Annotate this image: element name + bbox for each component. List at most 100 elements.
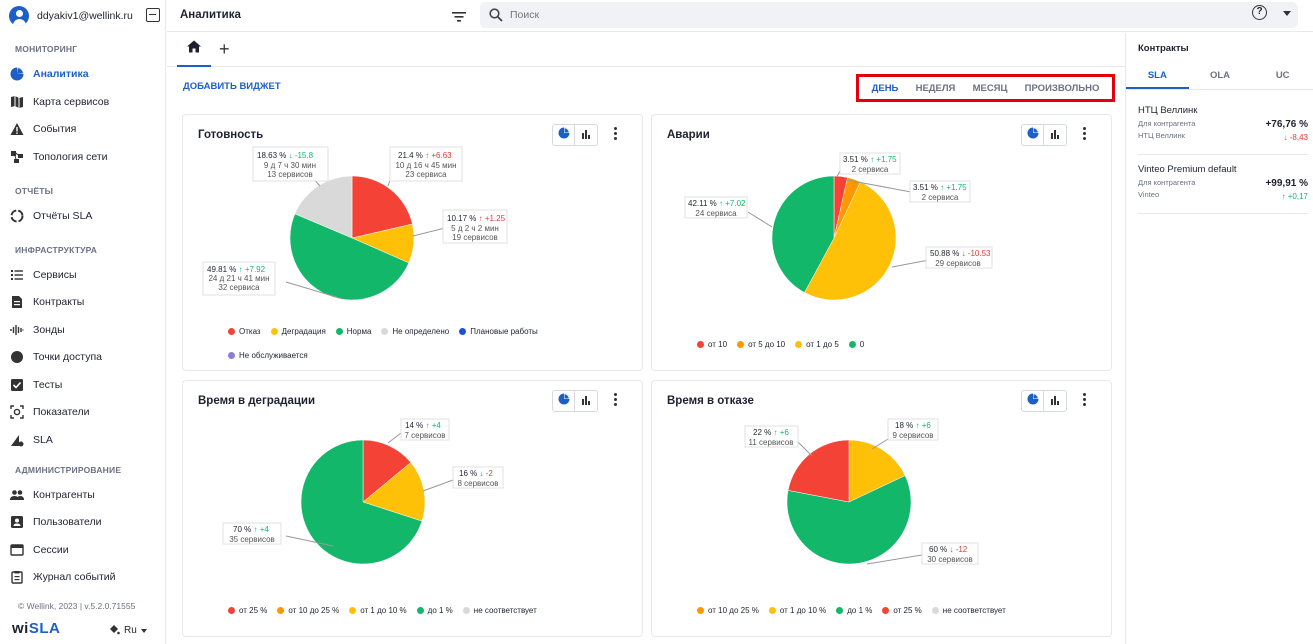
legend-item[interactable]: от 10 (697, 337, 727, 351)
more-menu-icon[interactable] (614, 393, 617, 407)
failure-chart-svg: 22 % ↑ +6 11 сервисов 18 % ↑ +6 9 сервис… (744, 418, 979, 565)
sidebar-item-sla-reports[interactable]: Отчёты SLA (10, 205, 160, 227)
more-menu-icon[interactable] (1083, 127, 1086, 141)
legend-label: до 1 % (427, 605, 453, 615)
legend-label: от 1 до 10 % (360, 605, 407, 615)
sidebar-item-metrics[interactable]: Показатели (10, 401, 160, 423)
sidebar-item-services[interactable]: Сервисы (10, 264, 160, 286)
legend-item[interactable]: Не определено (381, 324, 449, 338)
sidebar-item-topology[interactable]: Топология сети (10, 146, 160, 168)
sidebar-item-analytics[interactable]: Аналитика (10, 63, 160, 85)
pie-chart-toggle[interactable] (1021, 390, 1044, 412)
bar-chart-toggle[interactable] (1044, 124, 1067, 146)
legend-item[interactable]: от 25 % (228, 603, 267, 617)
legend-item[interactable]: от 1 до 5 (795, 337, 839, 351)
pie-slice-от 25 %[interactable] (362, 439, 412, 503)
legend-item[interactable]: от 5 до 10 (737, 337, 785, 351)
pie-chart-toggle[interactable] (552, 390, 575, 412)
sidebar-item-events[interactable]: События (10, 118, 160, 140)
sidebar-item-label: Сессии (33, 544, 69, 556)
contract-item[interactable]: НТЦ Веллинк Для контрагента НТЦ Веллинк … (1138, 105, 1308, 155)
pie-slice-до 1 %[interactable] (786, 475, 912, 565)
add-tab-icon[interactable]: + (219, 39, 230, 59)
bar-chart-toggle[interactable] (1044, 390, 1067, 412)
legend-item[interactable]: от 10 до 25 % (277, 603, 339, 617)
widget-title: Время в деградации (198, 395, 316, 407)
legend-item[interactable]: не соответствует (462, 603, 537, 617)
tab-sla[interactable]: SLA (1126, 63, 1189, 89)
tab-ola[interactable]: OLA (1209, 70, 1231, 81)
sidebar-item-tests[interactable]: Тесты (10, 374, 160, 396)
legend-item[interactable]: Норма (335, 324, 371, 338)
period-month[interactable]: МЕСЯЦ (972, 82, 1008, 94)
period-custom[interactable]: ПРОИЗВОЛЬНО (1024, 82, 1100, 94)
sidebar-item-counterparties[interactable]: Контрагенты (10, 484, 160, 506)
widget-title: Готовность (198, 129, 264, 141)
add-widget-button[interactable]: ДОБАВИТЬ ВИДЖЕТ (183, 81, 281, 92)
svg-text:18.63 % ↓ -15.8: 18.63 % ↓ -15.8 (257, 151, 314, 160)
search-input[interactable] (510, 9, 1210, 21)
legend-item[interactable]: до 1 % (836, 603, 872, 617)
logout-icon[interactable] (146, 8, 160, 22)
pie-slice-от 25 %[interactable] (787, 439, 850, 503)
language-label: Ru (124, 625, 137, 636)
legend-dot (697, 340, 704, 348)
pie-chart-icon (1027, 392, 1039, 410)
pie-chart-toggle[interactable] (1021, 124, 1044, 146)
sidebar-item-sla[interactable]: SLA (10, 429, 160, 451)
chevron-down-icon[interactable] (1283, 11, 1291, 16)
tab-home[interactable] (177, 33, 211, 67)
topbar: Аналитика ? (167, 0, 1313, 32)
more-menu-icon[interactable] (614, 127, 617, 141)
sidebar-item-service-map[interactable]: Карта сервисов (10, 91, 160, 113)
pie-chart-toggle[interactable] (552, 124, 575, 146)
legend-label: от 25 % (893, 605, 922, 615)
contract-item[interactable]: Vinteo Premium default Для контрагента V… (1138, 164, 1308, 214)
pie-slice-Отказ[interactable] (351, 175, 413, 239)
pie-slice-Норма[interactable] (289, 213, 410, 301)
sidebar-item-event-log[interactable]: Журнал событий (10, 566, 160, 588)
label-services: 24 сервиса (695, 209, 737, 218)
legend-item[interactable]: до 1 % (416, 603, 453, 617)
contracts-panel: Контракты SLA OLA UC НТЦ Веллинк Для кон… (1125, 33, 1313, 644)
user-profile[interactable]: ddyakiv1@wellink.ru (0, 0, 166, 32)
bar-chart-toggle[interactable] (575, 390, 598, 412)
bar-chart-toggle[interactable] (575, 124, 598, 146)
legend-item[interactable]: не соответствует (931, 603, 1006, 617)
period-day[interactable]: ДЕНЬ (871, 82, 899, 94)
pie-slice-от 1 до 5[interactable] (804, 181, 897, 301)
pie-slice-от 1 до 10 %[interactable] (848, 439, 906, 503)
legend-item[interactable]: Отказ (228, 324, 261, 338)
contract-type: Для контрагента (1138, 119, 1196, 128)
legend-item[interactable]: от 1 до 10 % (349, 603, 407, 617)
legend-dot (349, 606, 357, 614)
tab-uc[interactable]: UC (1275, 70, 1290, 81)
sidebar-item-probes[interactable]: Зонды (10, 319, 160, 341)
sidebar-item-access-points[interactable]: Точки доступа (10, 346, 160, 368)
label-delta: ↑ +4 (425, 421, 441, 430)
sidebar-item-contracts[interactable]: Контракты (10, 291, 160, 313)
pie-slice-0[interactable] (771, 175, 835, 293)
legend-item[interactable]: Деградация (270, 324, 326, 338)
legend-label: Не определено (392, 326, 450, 336)
legend-item[interactable]: от 25 % (882, 603, 922, 617)
language-selector[interactable]: Ru (108, 623, 147, 638)
filter-icon[interactable] (452, 10, 466, 22)
legend-item[interactable]: 0 (848, 337, 864, 351)
contract-type: Для контрагента (1138, 178, 1196, 187)
legend-item[interactable]: Плановые работы (459, 324, 538, 338)
widget-incidents: Аварии 3.51 % ↑ +1.75 2 сервиса 3.51 % ↑… (651, 114, 1112, 371)
legend-dot (270, 327, 278, 335)
help-icon[interactable]: ? (1252, 5, 1267, 20)
pie-slice-Не определено[interactable] (294, 175, 353, 239)
more-menu-icon[interactable] (1083, 393, 1086, 407)
svg-text:42.11 % ↑ +7.02: 42.11 % ↑ +7.02 (688, 199, 746, 208)
sidebar-item-sessions[interactable]: Сессии (10, 539, 160, 561)
period-week[interactable]: НЕДЕЛЯ (915, 82, 956, 94)
legend-item[interactable]: Не обслуживается (228, 348, 308, 362)
legend-item[interactable]: от 1 до 10 % (768, 603, 826, 617)
legend-item[interactable]: от 10 до 25 % (697, 603, 759, 617)
legend-dot (416, 606, 424, 614)
pie-slice-до 1 %[interactable] (300, 439, 423, 565)
sidebar-item-users[interactable]: Пользователи (10, 511, 160, 533)
